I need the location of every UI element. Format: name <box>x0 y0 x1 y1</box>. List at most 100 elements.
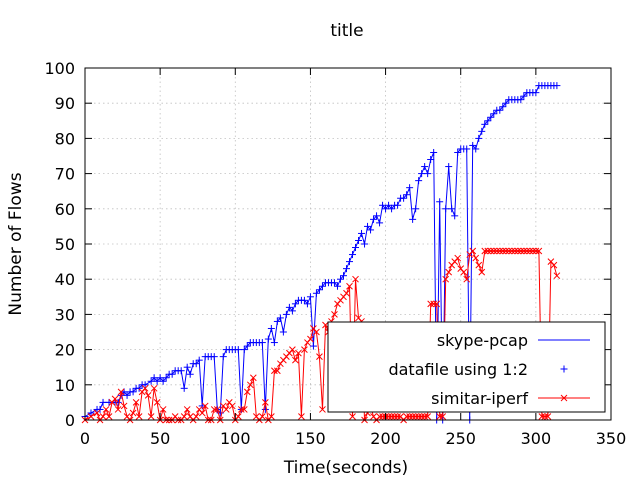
cross-marker-b <box>523 247 531 255</box>
cross-marker-b <box>192 413 200 420</box>
cross-marker-b <box>343 289 350 297</box>
data-point <box>102 406 110 413</box>
data-point <box>279 328 287 336</box>
data-point <box>120 402 128 410</box>
data-point <box>553 82 561 90</box>
cross-marker-b <box>553 272 561 280</box>
data-point <box>430 300 438 308</box>
data-point <box>342 265 350 273</box>
data-point <box>517 96 525 104</box>
legend-box <box>327 321 606 413</box>
cross-marker-b <box>123 413 131 420</box>
cross-marker-b <box>544 413 552 420</box>
data-point <box>105 413 113 420</box>
data-point <box>385 201 393 209</box>
y-tick-label: 70 <box>55 165 75 184</box>
data-point <box>156 374 164 382</box>
data-point <box>198 409 206 417</box>
cross-marker-b <box>490 247 498 255</box>
cross-marker-b <box>289 346 296 353</box>
data-point <box>361 240 369 248</box>
data-point <box>382 205 390 213</box>
legend: skype-pcap datafile using 1:2 simitar-iper… <box>327 321 606 413</box>
cross-marker-b <box>541 413 549 420</box>
data-point <box>336 275 344 283</box>
legend-plus-swatch <box>560 365 568 373</box>
cross-marker-b <box>430 300 438 308</box>
data-point <box>532 89 540 97</box>
data-point <box>388 205 396 213</box>
data-point <box>186 370 194 378</box>
data-point <box>469 141 477 149</box>
data-point <box>472 145 480 153</box>
data-point <box>520 92 528 100</box>
data-point <box>313 328 320 336</box>
cross-marker-b <box>111 395 119 403</box>
cross-marker-b <box>240 406 248 413</box>
cross-marker-b <box>322 321 329 329</box>
data-point <box>517 247 525 255</box>
data-point <box>150 384 158 392</box>
data-point <box>114 406 122 413</box>
cross-marker-b <box>463 275 471 283</box>
x-tick-label: 350 <box>596 429 627 448</box>
data-point <box>535 247 543 255</box>
data-point <box>439 413 447 420</box>
cross-marker-b <box>249 374 257 382</box>
cross-marker-b <box>424 413 432 420</box>
cross-marker-b <box>493 247 501 255</box>
data-point <box>412 205 420 213</box>
data-point <box>394 413 401 420</box>
data-point <box>475 261 483 269</box>
data-point <box>475 134 483 142</box>
cross-marker-b <box>505 247 513 255</box>
data-point <box>379 201 387 209</box>
data-point <box>258 339 266 347</box>
data-point <box>153 399 161 406</box>
data-point <box>246 381 254 389</box>
cross-marker-b <box>409 413 416 420</box>
cross-marker-b <box>132 399 140 406</box>
cross-marker-b <box>346 282 353 290</box>
cross-marker-b <box>99 413 107 420</box>
cross-marker-b <box>397 413 404 420</box>
cross-marker-b <box>120 402 128 410</box>
data-point <box>499 103 507 111</box>
cross-marker-b <box>150 384 158 392</box>
data-point <box>222 406 230 413</box>
cross-marker-b <box>153 399 161 406</box>
cross-marker-b <box>313 328 320 336</box>
cross-marker-b <box>478 268 486 276</box>
data-point <box>123 391 131 399</box>
data-point <box>180 413 188 420</box>
data-point <box>418 170 426 178</box>
data-point <box>219 353 227 361</box>
x-tick-label: 100 <box>220 429 251 448</box>
data-point <box>271 367 278 375</box>
data-point <box>418 413 425 420</box>
cross-marker-b <box>526 247 534 255</box>
cross-marker-b <box>370 413 377 420</box>
data-point <box>147 413 155 420</box>
cross-marker-b <box>475 261 483 269</box>
data-point <box>153 377 161 385</box>
data-point <box>132 399 140 406</box>
cross-marker-b <box>391 413 398 420</box>
cross-marker-b <box>355 314 362 322</box>
legend-label: datafile using 1:2 <box>388 360 528 379</box>
data-point <box>472 254 480 262</box>
cross-marker-b <box>292 356 299 364</box>
data-point <box>309 342 317 350</box>
data-point <box>484 247 492 255</box>
data-point <box>496 247 504 255</box>
chart-title: title <box>330 21 363 41</box>
data-point <box>141 384 149 392</box>
data-point <box>150 374 158 382</box>
data-point <box>295 349 302 357</box>
x-tick-label: 200 <box>370 429 401 448</box>
data-point <box>261 405 269 413</box>
x-tick-label: 250 <box>445 429 476 448</box>
data-point <box>454 254 462 262</box>
data-point <box>349 413 356 420</box>
